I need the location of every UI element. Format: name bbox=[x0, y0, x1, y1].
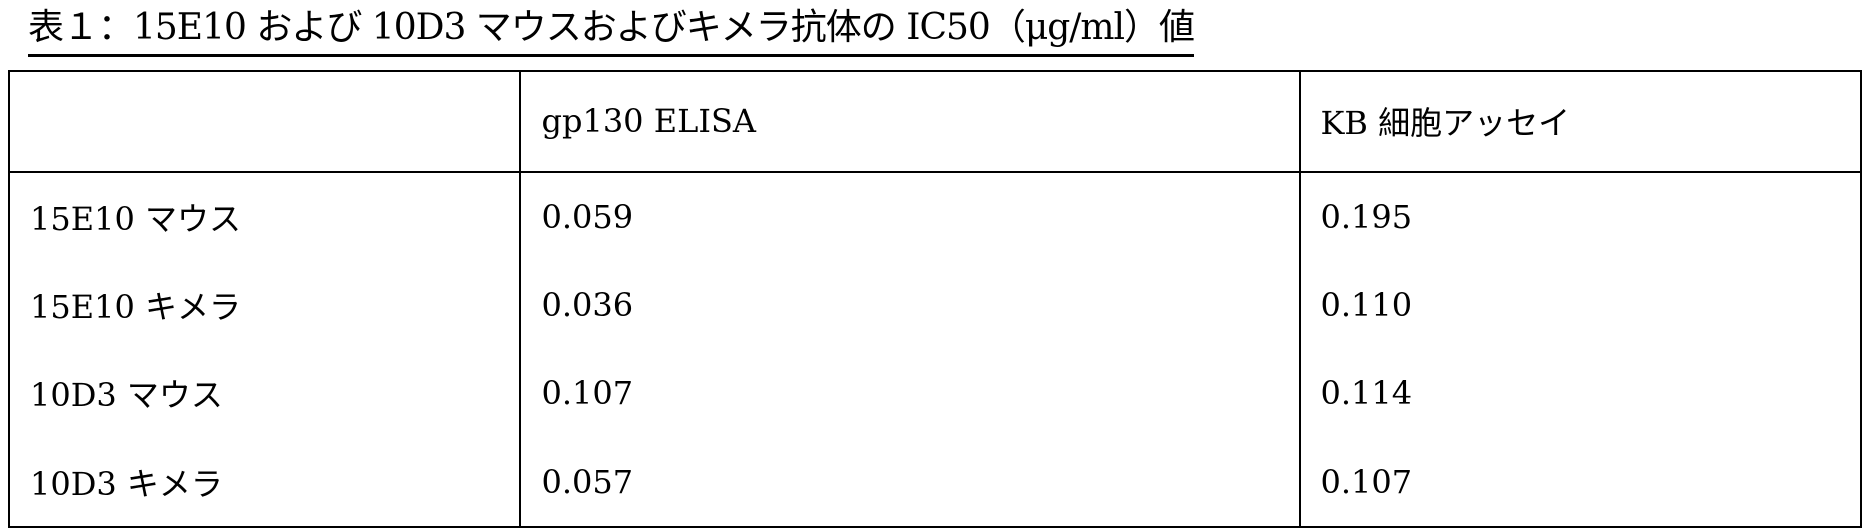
table-title: 表１：15E10 および 10D3 マウスおよびキメラ抗体の IC50（μg/m… bbox=[28, 4, 1194, 57]
ic50-table: gp130 ELISA KB 細胞アッセイ 15E10 マウス 0.059 0.… bbox=[8, 70, 1862, 528]
header-cell: gp130 ELISA bbox=[520, 71, 1299, 172]
elisa-value: 0.059 bbox=[520, 172, 1299, 261]
kb-value: 0.110 bbox=[1300, 261, 1862, 349]
table-header-row: gp130 ELISA KB 細胞アッセイ bbox=[9, 71, 1861, 172]
elisa-value: 0.057 bbox=[520, 437, 1299, 527]
elisa-value: 0.036 bbox=[520, 261, 1299, 349]
row-label: 10D3 マウス bbox=[9, 349, 520, 437]
kb-value: 0.107 bbox=[1300, 437, 1862, 527]
elisa-value: 0.107 bbox=[520, 349, 1299, 437]
kb-value: 0.114 bbox=[1300, 349, 1862, 437]
header-cell: KB 細胞アッセイ bbox=[1300, 71, 1862, 172]
row-label: 15E10 キメラ bbox=[9, 261, 520, 349]
kb-value: 0.195 bbox=[1300, 172, 1862, 261]
row-label: 15E10 マウス bbox=[9, 172, 520, 261]
header-cell bbox=[9, 71, 520, 172]
table-row: 10D3 キメラ 0.057 0.107 bbox=[9, 437, 1861, 527]
table-row: 15E10 キメラ 0.036 0.110 bbox=[9, 261, 1861, 349]
row-label: 10D3 キメラ bbox=[9, 437, 520, 527]
table-row: 15E10 マウス 0.059 0.195 bbox=[9, 172, 1861, 261]
table-row: 10D3 マウス 0.107 0.114 bbox=[9, 349, 1861, 437]
